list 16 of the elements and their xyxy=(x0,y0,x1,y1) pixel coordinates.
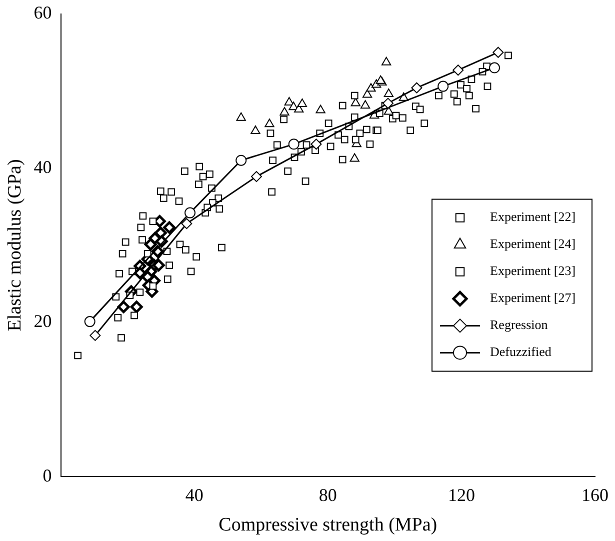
legend-label: Experiment [23] xyxy=(490,263,576,278)
legend-label: Experiment [22] xyxy=(490,209,576,224)
x-tick-label: 120 xyxy=(448,485,475,506)
x-tick-label: 160 xyxy=(582,485,608,506)
x-axis-title: Compressive strength (MPa) xyxy=(218,514,438,536)
legend-label: Regression xyxy=(490,317,548,332)
legend-label: Experiment [27] xyxy=(490,290,576,306)
legend-label: Experiment [24] xyxy=(490,236,576,252)
x-tick-label: 40 xyxy=(185,485,204,506)
legend-label: Defuzzified xyxy=(490,344,552,360)
x-tick-label: 80 xyxy=(318,485,337,506)
y-tick-label: 40 xyxy=(34,156,52,177)
y-tick-label: 0 xyxy=(42,465,52,486)
y-tick-label: 20 xyxy=(34,311,52,332)
y-tick-label: 60 xyxy=(34,2,52,23)
y-axis-title: Elastic modulus (GPa) xyxy=(4,159,26,332)
